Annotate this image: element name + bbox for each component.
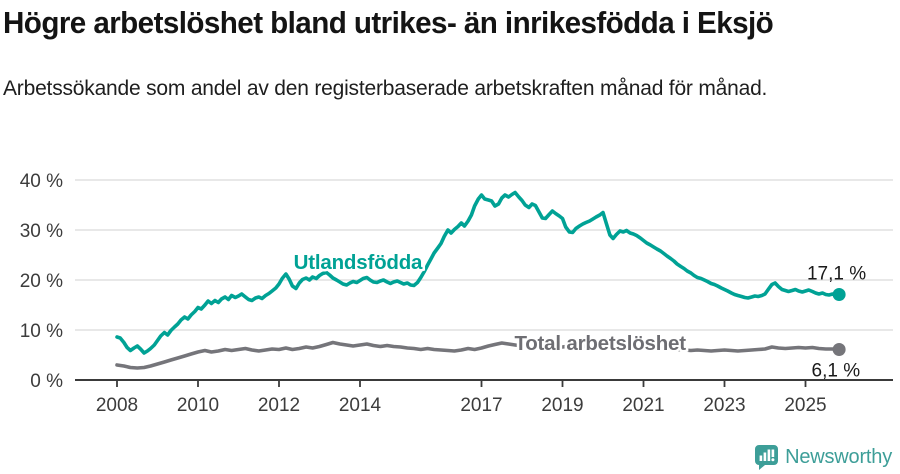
y-axis-tick-label: 40 % bbox=[20, 171, 63, 192]
series-end-value-label: 6,1 % bbox=[812, 361, 861, 382]
x-axis-tick-label: 2012 bbox=[258, 395, 300, 416]
brand-name: Newsworthy bbox=[785, 446, 892, 468]
x-axis-tick-label: 2021 bbox=[622, 395, 664, 416]
x-axis-tick-label: 2008 bbox=[96, 395, 138, 416]
series-end-dot bbox=[832, 288, 846, 301]
brand-link[interactable]: Newsworthy bbox=[755, 445, 892, 470]
series-line bbox=[115, 340, 841, 370]
x-axis-tick-label: 2023 bbox=[703, 395, 745, 416]
x-axis-tick-label: 2017 bbox=[460, 395, 502, 416]
y-axis-tick-label: 0 % bbox=[30, 371, 63, 392]
series-end-value-label: 17,1 % bbox=[807, 264, 866, 285]
y-axis-tick-label: 30 % bbox=[20, 221, 63, 242]
x-axis-tick-label: 2025 bbox=[784, 395, 826, 416]
newsworthy-logo-icon bbox=[755, 445, 779, 470]
x-axis-tick-label: 2010 bbox=[177, 395, 219, 416]
series-line bbox=[115, 190, 841, 355]
chart-subtitle: Arbetssökande som andel av den registerb… bbox=[3, 77, 768, 100]
y-axis-tick-label: 10 % bbox=[20, 321, 63, 342]
y-axis-tick-label: 20 % bbox=[20, 271, 63, 292]
line-chart: 0 % 10 % 20 % 30 % 40 % 2008 2010 2012 2014 2017 2… bbox=[20, 171, 893, 416]
x-axis-tick-label: 2019 bbox=[541, 395, 583, 416]
series-inline-label: Utlandsfödda bbox=[294, 251, 423, 274]
chart-title: Högre arbetslöshet bland utrikes- än inr… bbox=[3, 5, 774, 40]
series-inline-label: Total arbetslöshet bbox=[514, 332, 686, 355]
x-axis-tick-label: 2014 bbox=[339, 395, 382, 416]
series-end-dot bbox=[832, 343, 846, 356]
